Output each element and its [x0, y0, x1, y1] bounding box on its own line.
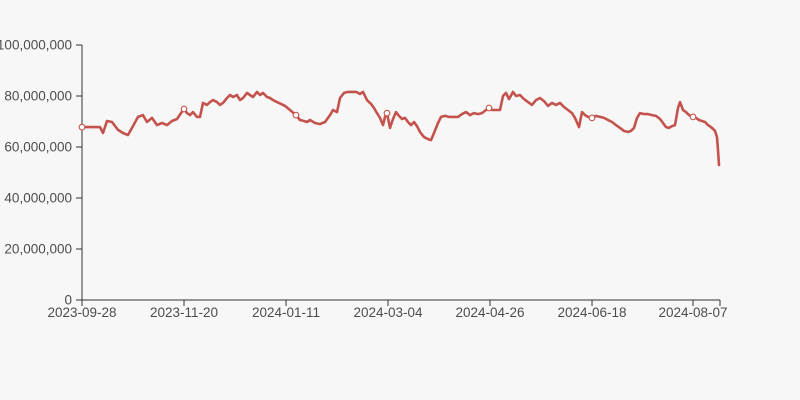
series-line[interactable]	[80, 90, 721, 167]
data-point-marker[interactable]	[180, 105, 188, 113]
y-axis-tick-label: 80,000,000	[4, 89, 72, 104]
y-axis-tick-label: 100,000,000	[0, 38, 72, 53]
data-point-marker[interactable]	[485, 104, 493, 112]
data-point-marker[interactable]	[292, 111, 300, 119]
y-axis-tick-label: 20,000,000	[4, 242, 72, 257]
x-axis-tick-label: 2024-04-26	[455, 305, 524, 320]
data-point-marker[interactable]	[383, 109, 391, 117]
data-point-marker[interactable]	[588, 114, 596, 122]
y-axis-tick-label: 40,000,000	[4, 191, 72, 206]
x-axis-tick-label: 2023-09-28	[47, 305, 116, 320]
x-axis-tick-label: 2023-11-20	[150, 305, 218, 320]
y-axis-tick-label: 60,000,000	[4, 140, 72, 155]
x-axis-tick-label: 2024-08-07	[658, 305, 727, 320]
x-axis-tick-label: 2024-03-04	[353, 305, 423, 320]
y-axis-tick-label: 0	[64, 293, 72, 308]
x-axis-tick-label: 2024-06-18	[557, 305, 626, 320]
x-axis-tick-label: 2024-01-11	[252, 305, 320, 320]
data-point-marker[interactable]	[78, 123, 86, 131]
data-point-marker[interactable]	[689, 113, 697, 121]
